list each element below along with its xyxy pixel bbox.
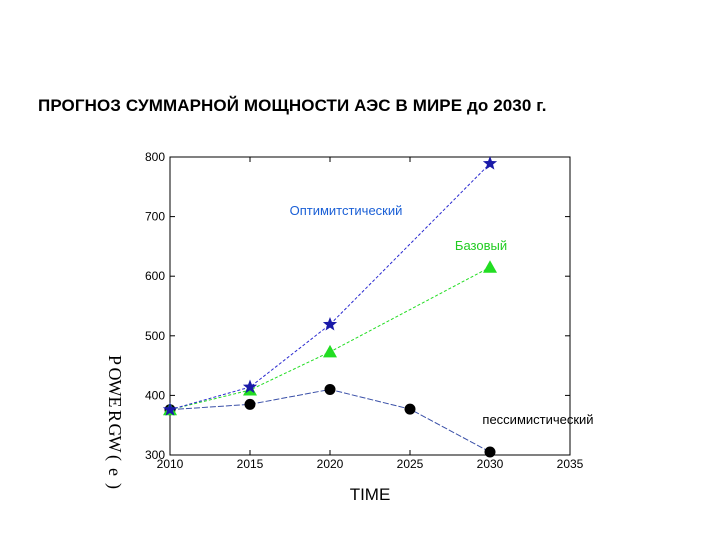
y-axis-title-char: E (105, 397, 125, 408)
series-line-star (169, 163, 491, 411)
data-point-star (482, 156, 498, 170)
y-axis-title-char: W (105, 436, 125, 453)
data-point-star (242, 379, 258, 394)
x-tick-label: 2010 (157, 457, 184, 471)
series-line-circle (169, 388, 491, 453)
y-tick-label: 300 (145, 448, 165, 462)
series-label-circle: пессимистический (482, 412, 593, 427)
x-axis-title: TIME (350, 485, 391, 504)
y-axis-title-char: R (105, 410, 125, 422)
data-point-circle (404, 403, 416, 415)
data-point-triangle (483, 260, 497, 273)
axis-ticks: 2010 2015 2020 2025 2030 2035 300 400 500 600 700 8… (145, 150, 584, 471)
series-label-star: Оптимитстический (290, 203, 403, 218)
y-axis-title-char: G (105, 424, 125, 437)
y-axis-title-char: ( (104, 455, 125, 461)
plot-frame (169, 156, 571, 456)
x-tick-label: 2030 (477, 457, 504, 471)
series-markers (162, 156, 498, 458)
y-axis-title-char: W (105, 380, 125, 397)
y-axis-title-char: e (105, 468, 125, 476)
series-labels: Оптимитстический Базовый пессимистический (290, 203, 594, 427)
x-tick-label: 2020 (317, 457, 344, 471)
data-point-star (162, 402, 178, 416)
y-tick-label: 400 (145, 388, 165, 402)
x-tick-label: 2025 (397, 457, 424, 471)
y-axis-title-char: P (105, 355, 125, 365)
y-axis-title-char: ) (104, 483, 125, 489)
x-tick-label: 2015 (237, 457, 264, 471)
data-point-circle (324, 383, 336, 395)
data-point-triangle (323, 344, 337, 358)
data-point-circle (244, 398, 256, 410)
series-label-triangle: Базовый (455, 238, 507, 253)
y-tick-label: 700 (145, 210, 165, 224)
x-tick-label: 2035 (557, 457, 584, 471)
y-tick-label: 600 (145, 269, 165, 283)
y-tick-label: 800 (145, 150, 165, 164)
data-point-circle (484, 446, 496, 458)
y-axis-title-char: O (105, 368, 125, 381)
y-tick-label: 500 (145, 329, 165, 343)
page-title: ПРОГНОЗ СУММАРНОЙ МОЩНОСТИ АЭС В МИРЕ до… (38, 96, 547, 115)
data-point-star (322, 316, 338, 331)
series-line-triangle (169, 266, 491, 411)
